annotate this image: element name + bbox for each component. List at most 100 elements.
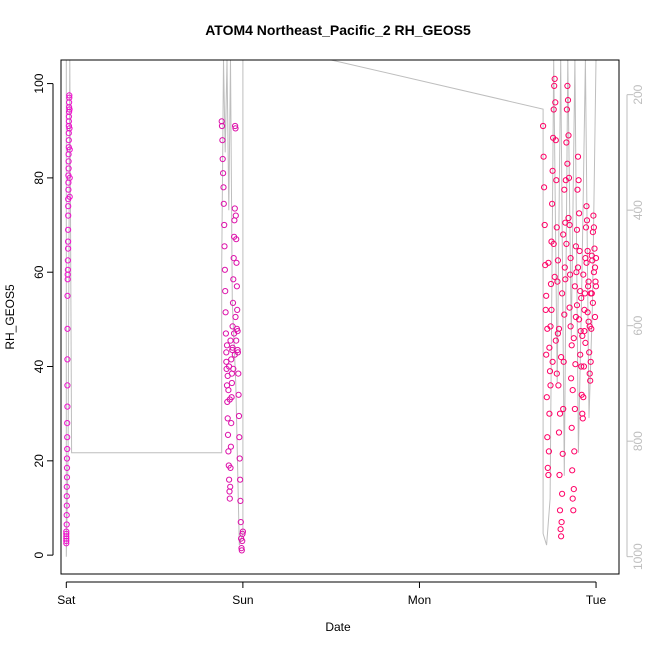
data-point: [592, 283, 600, 290]
data-point: [63, 493, 70, 500]
data-point: [586, 349, 593, 356]
x-tick-label: Tue: [586, 593, 607, 607]
data-point: [65, 122, 73, 130]
data-point: [64, 420, 71, 427]
data-point: [549, 358, 556, 365]
data-point: [233, 283, 240, 290]
data-point: [235, 391, 242, 398]
y2-tick-label: 400: [631, 200, 645, 220]
data-point: [225, 448, 232, 455]
data-point: [555, 429, 563, 436]
data-point: [585, 278, 592, 285]
data-point: [229, 344, 236, 351]
data-point: [219, 155, 226, 163]
data-point: [238, 545, 245, 552]
data-point: [552, 99, 559, 106]
data-point: [576, 210, 583, 217]
data-point: [591, 313, 599, 321]
data-point: [235, 370, 242, 377]
data-point: [553, 224, 560, 231]
data-point: [545, 471, 552, 479]
data-point: [575, 177, 582, 184]
data-point: [576, 316, 583, 323]
data-point: [543, 394, 550, 401]
data-point: [232, 212, 239, 219]
data-point: [561, 264, 568, 271]
y-tick-label: 20: [32, 454, 46, 468]
x-axis-label: Date: [325, 620, 351, 634]
data-point: [221, 266, 228, 273]
data-point: [66, 92, 73, 99]
data-point: [65, 137, 72, 144]
data-point: [232, 122, 239, 130]
data-point: [224, 372, 231, 379]
data-point: [227, 337, 234, 344]
data-point: [226, 396, 233, 403]
data-point: [554, 257, 562, 264]
data-point: [572, 361, 579, 368]
data-point: [227, 443, 234, 450]
data-point: [66, 193, 73, 200]
data-point: [564, 160, 571, 167]
data-point: [231, 205, 238, 212]
data-point: [231, 351, 238, 358]
data-point: [239, 537, 246, 545]
data-point: [563, 106, 571, 113]
data-point: [65, 226, 72, 233]
data-point: [580, 271, 587, 278]
data-point: [219, 137, 226, 144]
data-point: [64, 257, 72, 264]
data-points-layer: [63, 75, 600, 554]
data-point: [66, 146, 73, 153]
data-point: [230, 255, 237, 262]
data-point: [218, 122, 226, 130]
data-point: [546, 344, 553, 351]
data-point: [236, 455, 243, 462]
data-point: [559, 290, 566, 297]
data-point: [563, 139, 570, 146]
data-point: [580, 394, 587, 401]
data-point: [583, 259, 590, 266]
data-point: [63, 535, 70, 542]
data-point: [590, 212, 597, 219]
data-point: [570, 486, 577, 493]
data-point: [223, 358, 230, 365]
data-point: [66, 125, 73, 132]
data-point: [222, 288, 229, 295]
data-point: [222, 330, 229, 337]
data-point: [239, 530, 246, 538]
data-point: [574, 264, 582, 271]
data-point: [569, 387, 576, 394]
data-point: [573, 302, 581, 309]
y-tick-label: 60: [32, 265, 46, 279]
y2-tick-label: 1000: [631, 543, 645, 570]
data-point: [560, 231, 567, 238]
data-point: [541, 184, 548, 191]
data-point: [587, 377, 594, 384]
data-point: [64, 445, 71, 453]
data-point: [564, 97, 572, 104]
data-point: [65, 165, 72, 172]
data-point: [565, 214, 572, 222]
data-point: [570, 335, 577, 342]
y2-tick-label: 800: [631, 431, 645, 451]
data-point: [221, 243, 228, 250]
y2-tick-label: 600: [631, 315, 645, 335]
data-point: [66, 174, 73, 181]
data-point: [239, 528, 246, 535]
y-tick-label: 80: [32, 171, 46, 185]
data-point: [544, 325, 551, 332]
data-point: [544, 434, 551, 441]
data-point: [233, 259, 240, 266]
data-point: [551, 273, 558, 280]
data-point: [574, 153, 582, 160]
data-point: [540, 122, 547, 130]
data-point: [63, 502, 70, 509]
data-point: [573, 226, 581, 233]
data-point: [556, 471, 563, 479]
data-point: [566, 304, 573, 311]
y-axis-right: 200 400 600 800 1000: [626, 84, 645, 570]
data-point: [65, 186, 72, 193]
data-point: [63, 530, 70, 538]
y-axis-left: 0 20 40 60 80 100: [32, 73, 54, 558]
